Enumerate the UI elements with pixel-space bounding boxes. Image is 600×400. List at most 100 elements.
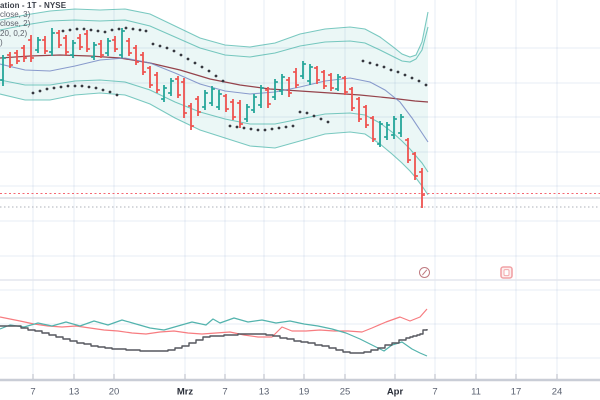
sar-dot — [382, 65, 386, 69]
ohlc-bar-down[interactable] — [412, 152, 418, 180]
time-axis-label[interactable]: Apr — [387, 387, 404, 398]
ohlc-bar-down[interactable] — [419, 168, 425, 208]
time-axis-label[interactable]: 20 — [109, 387, 120, 398]
time-axis-label[interactable]: Mrz — [177, 387, 194, 398]
ohlc-bar-down[interactable] — [56, 30, 62, 48]
ohlc-bar-up[interactable] — [279, 74, 285, 95]
ohlc-bar-down[interactable] — [126, 38, 132, 56]
ohlc-bar-up[interactable] — [105, 38, 111, 56]
ohlc-bar-down[interactable] — [363, 105, 369, 128]
ohlc-bar-down[interactable] — [328, 73, 334, 91]
sar-dot — [89, 28, 93, 32]
ohlc-bar-down[interactable] — [63, 35, 69, 55]
ohlc-bar-down[interactable] — [147, 66, 153, 88]
sar-dot — [108, 90, 112, 94]
ohlc-bar-up[interactable] — [391, 116, 397, 139]
ohlc-bar-up[interactable] — [216, 90, 222, 110]
ohlc-bar-down[interactable] — [356, 97, 362, 122]
ohlc-bar-up[interactable] — [49, 28, 55, 56]
ohlc-bar-down[interactable] — [188, 103, 194, 130]
sar-dot — [165, 46, 169, 50]
sar-dot — [410, 76, 414, 80]
ohlc-bar-up[interactable] — [161, 85, 167, 102]
sar-dot — [214, 74, 218, 78]
sar-dot — [361, 59, 365, 63]
ohlc-bar-down[interactable] — [112, 36, 118, 52]
time-axis-label[interactable]: 13 — [259, 387, 270, 398]
time-axis-label[interactable]: 25 — [340, 387, 351, 398]
ohlc-bar-up[interactable] — [384, 122, 390, 140]
time-axis-label[interactable]: 24 — [552, 387, 563, 398]
ohlc-bar-up[interactable] — [35, 37, 41, 53]
sar-dot — [52, 86, 56, 90]
ohlc-bar-down[interactable] — [133, 45, 139, 65]
ohlc-bar-up[interactable] — [0, 55, 6, 86]
sar-dot — [61, 29, 65, 33]
ohlc-bar-up[interactable] — [377, 121, 383, 147]
ohlc-bar-up[interactable] — [398, 114, 404, 137]
ohlc-bar-down[interactable] — [7, 52, 13, 68]
ohlc-bar-down[interactable] — [321, 70, 327, 89]
ohlc-bar-up[interactable] — [244, 104, 250, 122]
sar-dot — [389, 68, 393, 72]
sar-dot — [277, 126, 281, 130]
sar-dot — [138, 28, 142, 32]
ohlc-bar-down[interactable] — [230, 99, 236, 120]
sar-dot — [298, 110, 302, 114]
time-axis-label[interactable]: 11 — [471, 387, 481, 398]
ohlc-bar-up[interactable] — [300, 61, 306, 79]
ma-line-maroon — [0, 54, 429, 103]
ohlc-bar-up[interactable] — [70, 40, 76, 58]
sar-dot — [326, 120, 330, 124]
sar-dot — [221, 79, 225, 83]
sar-dot — [193, 61, 197, 65]
ohlc-bar-down[interactable] — [14, 50, 20, 64]
ohlc-bar-down[interactable] — [293, 68, 299, 88]
ohlc-bar-down[interactable] — [140, 52, 146, 75]
ohlc-bar-down[interactable] — [28, 35, 34, 62]
time-axis-label[interactable]: 17 — [511, 387, 522, 398]
ohlc-bar-up[interactable] — [209, 86, 215, 106]
ohlc-bar-up[interactable] — [272, 79, 278, 100]
ohlc-bar-down[interactable] — [84, 30, 90, 52]
ohlc-bar-up[interactable] — [258, 85, 264, 108]
ohlc-bar-down[interactable] — [265, 87, 271, 108]
ohlc-bar-down[interactable] — [314, 66, 320, 84]
ohlc-bar-down[interactable] — [98, 40, 104, 58]
ohlc-bar-up[interactable] — [307, 64, 313, 85]
time-axis-label[interactable]: 7 — [432, 387, 437, 398]
ohlc-bar-up[interactable] — [91, 42, 97, 60]
ohlc-bar-down[interactable] — [195, 96, 201, 116]
time-axis-label[interactable]: 7 — [30, 387, 35, 398]
ohlc-bar-down[interactable] — [181, 78, 187, 118]
ohlc-bar-up[interactable] — [168, 78, 174, 96]
ohlc-bar-down[interactable] — [349, 87, 355, 111]
time-axis-label[interactable]: 13 — [69, 387, 80, 398]
ohlc-bar-up[interactable] — [251, 94, 257, 113]
ohlc-bar-down[interactable] — [223, 94, 229, 112]
ohlc-bar-down[interactable] — [42, 36, 48, 54]
ohlc-bar-down[interactable] — [21, 45, 27, 62]
band-fill — [0, 9, 428, 195]
oscillator-line-teal — [0, 317, 428, 357]
sar-dot — [31, 91, 35, 95]
ohlc-bar-down[interactable] — [370, 116, 376, 142]
logo-badge-icon[interactable] — [500, 266, 513, 279]
ohlc-bar-up[interactable] — [202, 90, 208, 110]
ohlc-bar-down[interactable] — [237, 100, 243, 128]
ohlc-bar-up[interactable] — [119, 28, 125, 58]
alert-clock-icon[interactable] — [418, 266, 431, 279]
sar-dot — [66, 84, 70, 88]
ohlc-bar-down[interactable] — [154, 72, 160, 93]
ohlc-bar-down[interactable] — [175, 76, 181, 98]
sar-dot — [87, 85, 91, 89]
ohlc-bar-down[interactable] — [77, 34, 83, 50]
ohlc-bar-down[interactable] — [405, 138, 411, 163]
sar-dot — [115, 93, 119, 97]
time-axis-label[interactable]: 7 — [222, 387, 227, 398]
ohlc-bar-down[interactable] — [286, 77, 292, 97]
ohlc-bar-down[interactable] — [342, 76, 348, 95]
ohlc-bar-up[interactable] — [335, 74, 341, 91]
time-axis-label[interactable]: 19 — [299, 387, 310, 398]
